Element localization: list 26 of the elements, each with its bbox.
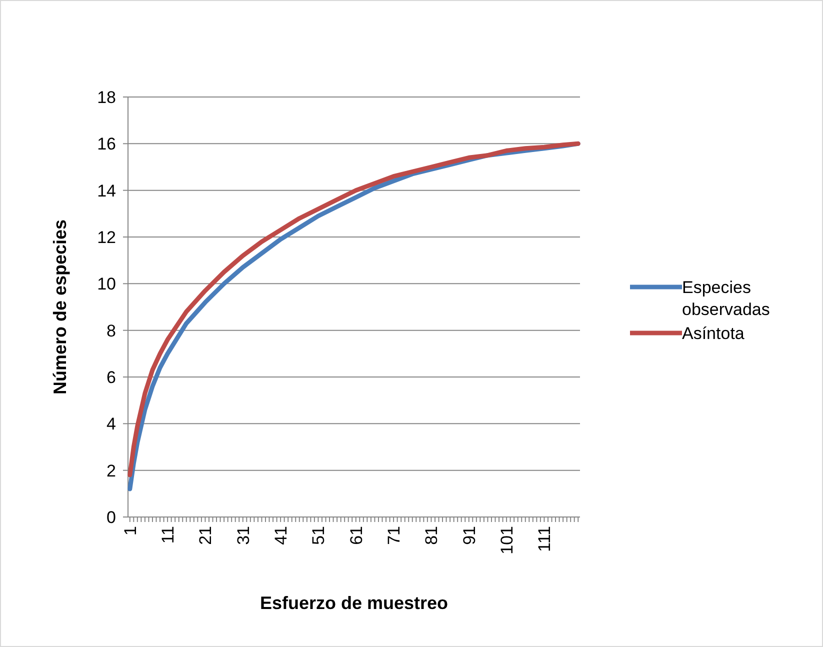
y-tick-label: 16 bbox=[97, 134, 116, 154]
y-tick-label: 10 bbox=[97, 274, 116, 294]
y-tick-label: 6 bbox=[106, 368, 116, 387]
x-tick-label: 101 bbox=[498, 526, 516, 554]
x-tick-label: 1 bbox=[120, 526, 140, 536]
y-tick-label: 12 bbox=[97, 228, 116, 247]
y-tick-label: 0 bbox=[106, 508, 116, 527]
y-tick-label: 2 bbox=[106, 461, 116, 480]
x-tick-label: 111 bbox=[535, 526, 554, 552]
legend-label: Especies observadas bbox=[682, 278, 770, 320]
x-tick-label: 71 bbox=[384, 526, 404, 545]
x-tick-label: 81 bbox=[422, 526, 442, 545]
y-axis-title: Número de especies bbox=[50, 219, 70, 395]
x-tick-label: 51 bbox=[309, 526, 328, 545]
x-tick-label: 91 bbox=[460, 526, 479, 545]
legend-label: Asíntota bbox=[682, 324, 745, 343]
x-tick-label: 41 bbox=[272, 526, 290, 545]
y-tick-label: 4 bbox=[106, 414, 116, 434]
x-axis-title: Esfuerzo de muestreo bbox=[260, 593, 448, 613]
y-tick-label: 8 bbox=[106, 321, 116, 340]
y-tick-label: 18 bbox=[97, 88, 116, 107]
x-tick-label: 61 bbox=[346, 526, 366, 545]
x-tick-label: 31 bbox=[234, 526, 253, 545]
x-tick-label: 11 bbox=[158, 526, 178, 544]
y-tick-label: 14 bbox=[97, 181, 116, 200]
x-tick-label: 21 bbox=[196, 526, 216, 545]
